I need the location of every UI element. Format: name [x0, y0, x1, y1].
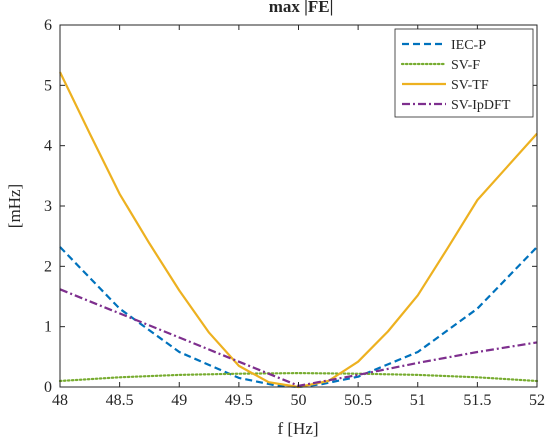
chart-title: max |FE|: [269, 0, 334, 16]
series-line-iec-p: [59, 246, 538, 389]
y-tick-label: 2: [44, 258, 52, 275]
x-tick-label: 51.5: [463, 392, 491, 409]
y-tick-label: 3: [44, 198, 52, 215]
x-tick-label: 49.5: [225, 392, 253, 409]
series-line-sv-f: [58, 372, 539, 383]
y-tick-label: 0: [44, 379, 52, 396]
x-axis-label: f [Hz]: [277, 419, 318, 438]
y-tick-label: 1: [44, 319, 52, 336]
y-tick-label: 4: [44, 138, 52, 155]
legend-label: SV-IpDFT: [451, 98, 511, 113]
ticks-layer: 48 48.5 49 49.5 50 50.5 51 51.5 52 0 1 2 3 4 5 6: [44, 17, 545, 409]
legend-label: SV-F: [451, 58, 480, 73]
x-tick-label: 51: [410, 392, 426, 409]
x-tick-label: 48: [52, 392, 68, 409]
x-tick-label: 50: [291, 392, 307, 409]
y-tick-label: 5: [44, 77, 52, 94]
x-tick-label: 48.5: [106, 392, 134, 409]
x-tick-label: 52: [529, 392, 545, 409]
legend: IEC-P SV-F SV-TF SV-IpDFT: [394, 28, 534, 118]
legend-label: SV-TF: [451, 78, 489, 93]
legend-label: IEC-P: [451, 38, 486, 53]
y-tick-label: 6: [44, 17, 52, 34]
y-axis-label: [mHz]: [5, 184, 24, 228]
x-tick-label: 49: [171, 392, 187, 409]
x-tick-label: 50.5: [344, 392, 372, 409]
